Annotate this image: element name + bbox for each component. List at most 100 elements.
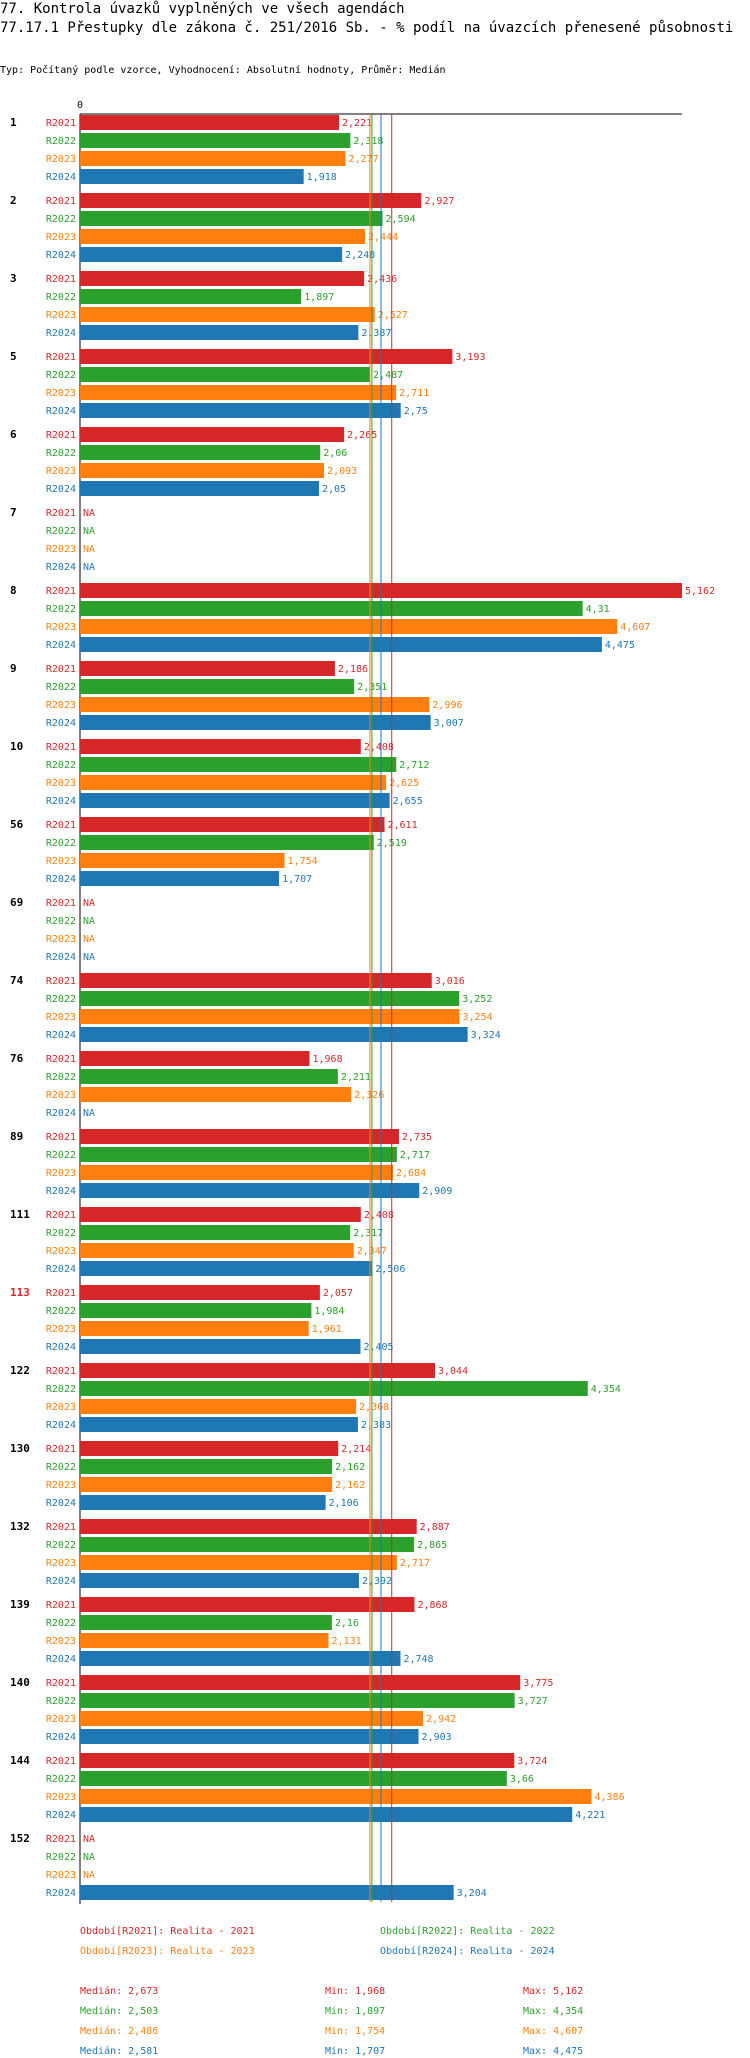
group-label: 111 <box>10 1208 30 1221</box>
series-label: R2022 <box>46 1228 76 1239</box>
title-line-2: 77.17.1 Přestupky dle zákona č. 251/2016… <box>0 20 734 36</box>
na-label: NA <box>83 544 95 555</box>
bar <box>80 1051 310 1066</box>
series-label: R2022 <box>46 1540 76 1551</box>
bar <box>80 481 320 496</box>
series-label: R2024 <box>46 484 76 495</box>
series-label: R2023 <box>46 1714 76 1725</box>
series-label: R2024 <box>46 1654 76 1665</box>
value-label: 2,221 <box>342 118 372 129</box>
value-label: 2,625 <box>389 778 419 789</box>
series-label: R2024 <box>46 1342 76 1353</box>
value-label: 3,324 <box>471 1030 501 1041</box>
value-label: 4,354 <box>591 1384 621 1395</box>
series-label: R2023 <box>46 1090 76 1101</box>
bar <box>80 193 422 208</box>
group-label: 69 <box>10 896 23 909</box>
legend-item: Období[R2022]: Realita - 2022 <box>380 1925 555 1937</box>
value-label: 1,968 <box>313 1054 343 1065</box>
na-label: NA <box>83 508 95 519</box>
stat-median: Medián: 2,503 <box>80 2005 158 2017</box>
value-label: 2,868 <box>417 1600 447 1611</box>
value-label: 2,106 <box>329 1498 359 1509</box>
series-label: R2024 <box>46 1498 76 1509</box>
value-label: 2,405 <box>363 1342 393 1353</box>
value-label: 2,387 <box>361 328 391 339</box>
bar <box>80 973 432 988</box>
stat-max: Max: 4,607 <box>523 2026 583 2037</box>
series-label: R2024 <box>46 250 76 261</box>
bar <box>80 247 343 262</box>
bar <box>80 1129 399 1144</box>
series-label: R2023 <box>46 388 76 399</box>
series-label: R2021 <box>46 586 76 597</box>
value-label: 2,408 <box>364 742 394 753</box>
value-label: 4,221 <box>575 1810 605 1821</box>
value-label: 2,16 <box>335 1618 359 1629</box>
bar <box>80 1555 397 1570</box>
series-label: R2024 <box>46 1030 76 1041</box>
group-label: 3 <box>10 272 17 285</box>
bar <box>80 349 453 364</box>
bar <box>80 757 397 772</box>
stat-max: Max: 4,475 <box>523 2046 583 2057</box>
series-label: R2023 <box>46 544 76 555</box>
value-label: 3,016 <box>435 976 465 987</box>
value-label: 2,996 <box>432 700 462 711</box>
value-label: 3,727 <box>518 1696 548 1707</box>
value-label: 1,897 <box>304 292 334 303</box>
series-label: R2024 <box>46 874 76 885</box>
bar <box>80 661 335 676</box>
bar <box>80 1339 361 1354</box>
series-label: R2024 <box>46 328 76 339</box>
bar <box>80 1285 320 1300</box>
group-label: 132 <box>10 1520 30 1533</box>
value-label: 4,386 <box>595 1792 625 1803</box>
bar <box>80 1027 468 1042</box>
bar <box>80 1069 338 1084</box>
series-label: R2022 <box>46 916 76 927</box>
stat-min: Min: 1,897 <box>325 2006 385 2017</box>
value-label: 2,903 <box>422 1732 452 1743</box>
title-line-1: 77. Kontrola úvazků vyplněných ve všech … <box>0 1 405 17</box>
bar <box>80 1711 424 1726</box>
na-label: NA <box>83 916 95 927</box>
bar <box>80 1303 312 1318</box>
value-label: 2,317 <box>353 1228 383 1239</box>
group-label: 6 <box>10 428 17 441</box>
series-label: R2024 <box>46 718 76 729</box>
value-label: 2,248 <box>345 250 375 261</box>
series-label: R2023 <box>46 1402 76 1413</box>
value-label: 2,712 <box>399 760 429 771</box>
value-label: 3,724 <box>517 1756 547 1767</box>
value-label: 3,66 <box>510 1774 534 1785</box>
value-label: 2,717 <box>400 1150 430 1161</box>
bar <box>80 1009 460 1024</box>
value-label: 3,775 <box>523 1678 553 1689</box>
value-label: 2,684 <box>396 1168 426 1179</box>
na-label: NA <box>83 1834 95 1845</box>
series-label: R2023 <box>46 1324 76 1335</box>
series-label: R2021 <box>46 1522 76 1533</box>
value-label: 2,162 <box>335 1462 365 1473</box>
bar <box>80 679 355 694</box>
bar <box>80 229 366 244</box>
stat-min: Min: 1,754 <box>325 2026 385 2037</box>
bar <box>80 1633 329 1648</box>
bar <box>80 169 304 184</box>
bar <box>80 1243 354 1258</box>
na-label: NA <box>83 562 95 573</box>
series-label: R2022 <box>46 214 76 225</box>
bar <box>80 1807 573 1822</box>
value-label: 2,942 <box>426 1714 456 1725</box>
value-label: 2,506 <box>375 1264 405 1275</box>
bar <box>80 1753 515 1768</box>
bar <box>80 871 280 886</box>
bar <box>80 463 325 478</box>
series-label: R2021 <box>46 1366 76 1377</box>
na-label: NA <box>83 1852 95 1863</box>
value-label: 2,927 <box>424 196 454 207</box>
bar <box>80 1165 394 1180</box>
value-label: 4,31 <box>586 604 610 615</box>
